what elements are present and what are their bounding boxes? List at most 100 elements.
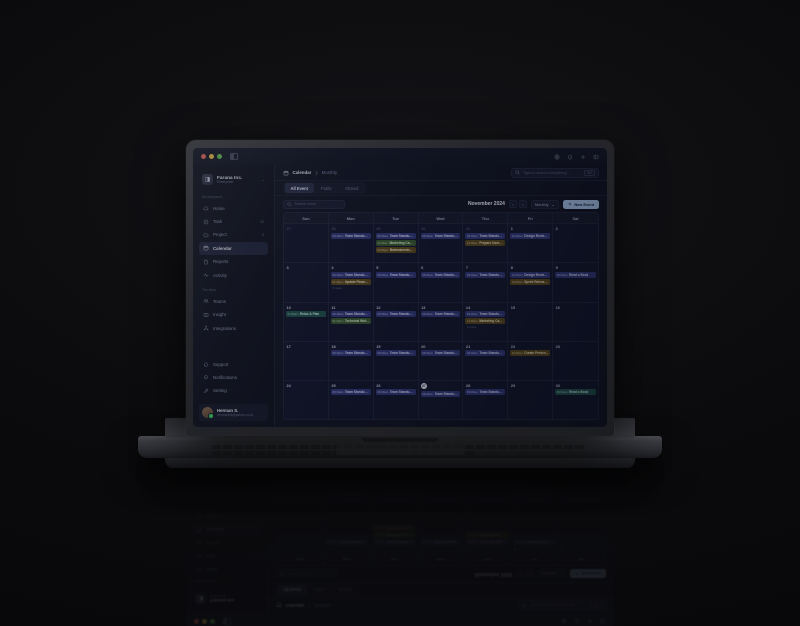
panel-toggle-icon[interactable] (223, 618, 231, 625)
calendar-day-cell[interactable]: 31 09:30am Team Standup... 01:00pm Prepare U… (464, 512, 512, 554)
sidebar-item-calendar[interactable]: Calendar (192, 523, 261, 536)
calendar-event[interactable]: 03:00pm Sprint Retrosp... (510, 278, 551, 285)
panel-toggle-icon[interactable] (230, 153, 238, 160)
zoom-icon[interactable] (217, 154, 222, 159)
sidebar-item-insight[interactable]: Insight (199, 309, 268, 321)
more-events-link[interactable]: 2 more (466, 325, 477, 329)
search-event-input[interactable]: Search event (283, 199, 345, 209)
calendar-day-cell[interactable]: 29 09:30am Team Standup... 11:00am Marketing… (370, 512, 418, 554)
plus-icon[interactable] (580, 154, 586, 160)
traffic-lights[interactable] (194, 618, 231, 625)
calendar-day-cell[interactable]: 23 (553, 342, 598, 380)
calendar-event[interactable]: 03:00pm Sprint Retrosp... (513, 489, 556, 496)
calendar-day-cell[interactable]: 31 09:30am Team Standup... 01:00pm Prepare U… (463, 224, 509, 263)
calendar-day-cell[interactable]: 15 (508, 302, 554, 341)
calendar-day-cell[interactable]: 3 (277, 469, 324, 512)
calendar-day-cell[interactable]: 29 09:30am Team Standup... 11:00am Marketing… (374, 224, 419, 263)
calendar-day-cell[interactable]: 5 09:30am Team Standup... (370, 469, 418, 512)
traffic-lights[interactable] (201, 153, 238, 160)
tab-all-event[interactable]: All Event (277, 585, 308, 595)
close-icon[interactable] (194, 619, 199, 624)
calendar-event[interactable]: 01:00pm Update Financ... (325, 489, 368, 496)
calendar-event[interactable]: 02:00pm Brainstorming... (372, 525, 415, 532)
breadcrumb-current[interactable]: Calendar (285, 603, 305, 608)
search-event-input[interactable]: Search event (276, 569, 338, 579)
calendar-day-cell[interactable]: 1 10:00am Design Revie... (511, 512, 559, 554)
minimize-icon[interactable] (209, 154, 214, 159)
calendar-day-cell[interactable]: 8 10:00am Design Revie... 03:00pm Sprint Ret… (508, 263, 554, 302)
sidebar-item-task[interactable]: Task 12 (192, 550, 261, 562)
breadcrumb-sub[interactable]: Monthly (314, 603, 331, 608)
new-event-button[interactable]: New Event (562, 199, 599, 209)
view-select[interactable]: Monthly ⌄ (530, 199, 559, 209)
breadcrumb-sub[interactable]: Monthly (321, 170, 338, 175)
sidebar-item-activity[interactable]: Activity (199, 269, 268, 281)
calendar-event[interactable]: 01:00pm Update Financ... (330, 278, 371, 285)
prev-month-button[interactable]: ‹ (515, 570, 524, 578)
next-month-button[interactable]: › (518, 200, 527, 208)
calendar-day-cell[interactable]: 3 (284, 263, 329, 302)
calendar-day-cell[interactable]: 7 09:30am Team Standup... (463, 263, 509, 302)
prev-month-button[interactable]: ‹ (508, 200, 517, 208)
globe-icon[interactable] (561, 618, 567, 625)
user-profile[interactable]: Herman S. herman03@yahoo.co.id (199, 404, 268, 421)
bell-icon[interactable] (574, 618, 580, 625)
more-events-link[interactable]: 2 more (327, 484, 337, 489)
global-search-input[interactable]: Type to search everything... ⌘K (511, 167, 599, 178)
calendar-day-cell[interactable]: 30 09:30am Team Standup... (419, 224, 464, 263)
workspace-switcher[interactable]: ◨ Farana Inc. Enterprise ⌄ (192, 590, 261, 607)
sidebar-item-reports[interactable]: Reports (199, 256, 268, 268)
calendar-event[interactable]: 10:00am Design Revie... (510, 232, 551, 239)
calendar-event[interactable]: 02:00pm Brainstorming... (375, 246, 416, 253)
sidebar-item-home[interactable]: Home (199, 202, 268, 214)
breadcrumb-current[interactable]: Calendar (292, 170, 312, 175)
globe-icon[interactable] (554, 153, 560, 160)
chevron-down-icon[interactable]: ⌄ (254, 596, 258, 601)
next-month-button[interactable]: › (525, 570, 534, 578)
tab-all-event[interactable]: All Event (284, 183, 315, 193)
global-search-input[interactable]: Type to search everything... ⌘K (518, 600, 606, 611)
minimize-icon[interactable] (202, 619, 207, 624)
window-icon[interactable] (600, 619, 606, 625)
more-events-link[interactable]: 2 more (332, 285, 342, 290)
sidebar-item-activity[interactable]: Activity (192, 497, 261, 509)
calendar-day-cell[interactable]: 9 09:00am Read a Book (553, 263, 598, 301)
calendar-day-cell[interactable]: 29 (508, 380, 554, 419)
sidebar-item-project[interactable]: Project 4 (192, 537, 261, 549)
calendar-day-cell[interactable]: 17 (284, 341, 329, 380)
calendar-day-cell[interactable]: 27 (277, 512, 324, 554)
